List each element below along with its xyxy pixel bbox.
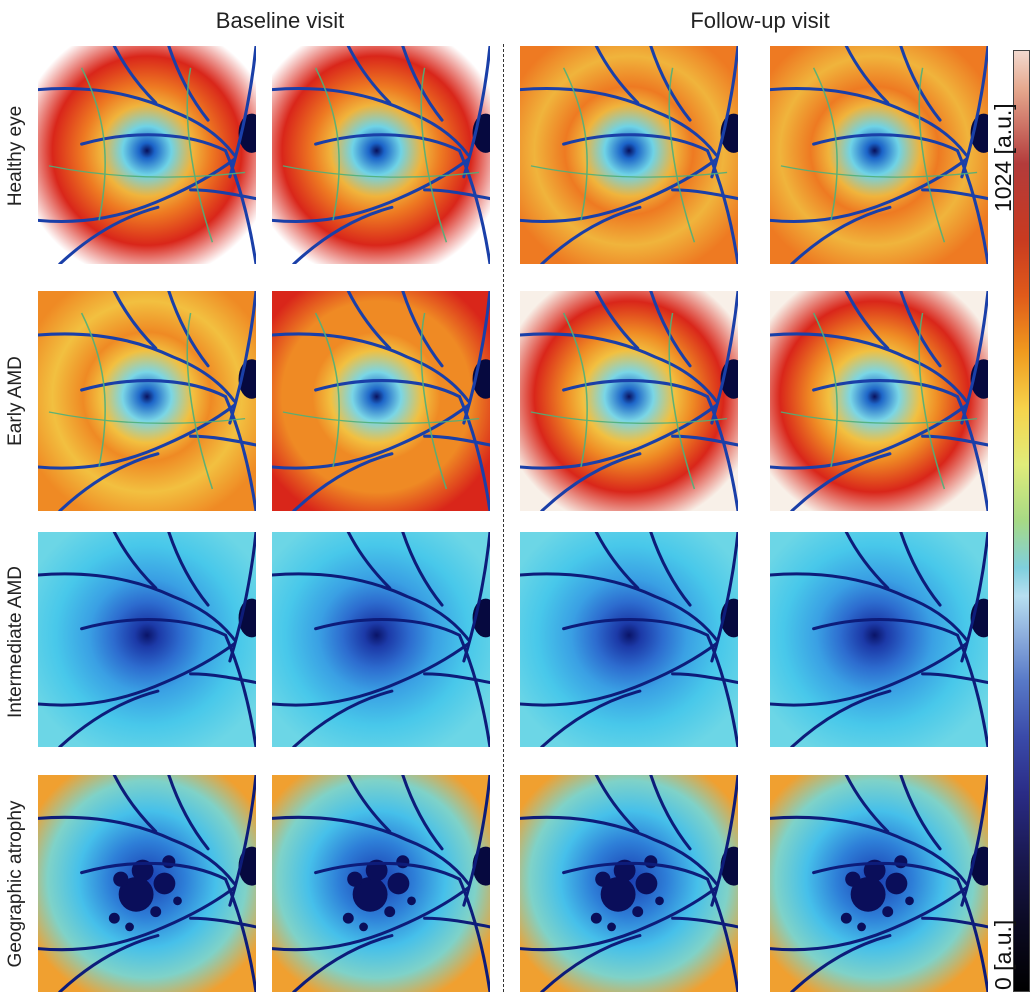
fundus-image-red-early-1: [38, 291, 256, 511]
fundus-image-atrophy-3: [520, 775, 738, 992]
row-label-geographic-atrophy: Geographic atrophy: [5, 800, 26, 968]
fundus-image-blue-3: [520, 532, 738, 747]
fundus-image-blue-2: [272, 532, 490, 747]
fundus-image-red-early-4: [770, 291, 988, 511]
followup-visit-header: Follow-up visit: [690, 8, 830, 33]
fundus-image-red-healthy-2: [272, 46, 490, 264]
colorbar-min-label: 0 [a.u.]: [990, 919, 1016, 990]
fundus-image-red-early-3: [520, 291, 738, 511]
row-label-intermediate-amd: Intermediate AMD: [5, 565, 26, 719]
fundus-image-atrophy-1: [38, 775, 256, 992]
fundus-image-red-early-2: [272, 291, 490, 511]
visit-divider-line: [503, 44, 504, 992]
fundus-image-blue-1: [38, 532, 256, 747]
fundus-image-blue-4: [770, 532, 988, 747]
colorbar-max-label: 1024 [a.u.]: [990, 103, 1016, 212]
fundus-image-atrophy-4: [770, 775, 988, 992]
fundus-image-red-healthy-1: [38, 46, 256, 264]
baseline-visit-header: Baseline visit: [215, 8, 345, 33]
fundus-image-atrophy-2: [272, 775, 490, 992]
fundus-image-red-healthy-3: [520, 46, 738, 264]
row-label-early-amd: Early AMD: [5, 356, 26, 446]
fundus-image-red-healthy-4: [770, 46, 988, 264]
row-label-healthy-eye: Healthy eye: [5, 105, 26, 207]
